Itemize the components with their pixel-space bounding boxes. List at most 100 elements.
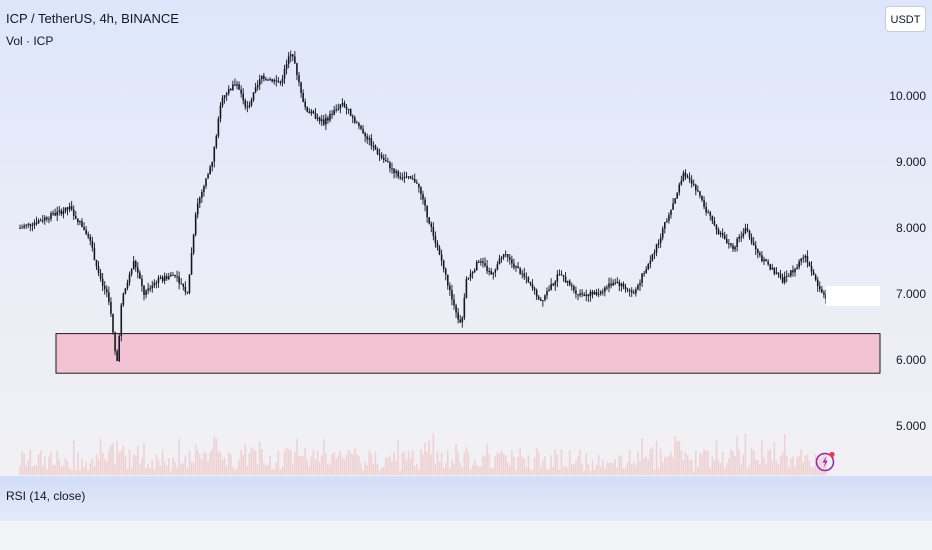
- volume-bar: [771, 460, 774, 475]
- volume-bar: [337, 455, 340, 475]
- volume-bar: [676, 441, 678, 475]
- y-tick-label: 8.000: [896, 221, 926, 235]
- candle-body: [560, 274, 563, 276]
- volume-bar: [327, 463, 329, 475]
- volume-bar: [715, 440, 718, 475]
- volume-bar: [95, 454, 98, 475]
- rsi-label[interactable]: RSI (14, close): [6, 489, 86, 503]
- volume-bar: [180, 464, 182, 475]
- candle-body: [157, 277, 160, 283]
- volume-bar: [106, 461, 108, 475]
- candle-body: [341, 103, 344, 105]
- candle-body: [455, 305, 457, 313]
- volume-bar: [283, 451, 286, 475]
- candle-body: [556, 274, 559, 282]
- volume-bar: [814, 454, 817, 475]
- volume-bar: [147, 463, 149, 475]
- candle-body: [767, 261, 769, 265]
- volume-indicator-label[interactable]: Vol · ICP: [6, 34, 54, 48]
- volume-bar: [368, 450, 371, 475]
- volume-bar: [618, 455, 621, 475]
- volume-bar: [709, 467, 712, 475]
- volume-bar: [27, 460, 30, 475]
- volume-bar: [703, 449, 705, 475]
- candle-body: [637, 285, 639, 290]
- lightning-bolt-icon[interactable]: [815, 450, 837, 472]
- volume-bar: [271, 468, 273, 475]
- volume-bar: [645, 456, 647, 475]
- candle-body: [457, 312, 459, 320]
- candle-body: [83, 226, 85, 230]
- candle-body: [473, 270, 476, 273]
- volume-bar: [719, 463, 722, 475]
- volume-bar: [213, 436, 216, 475]
- volume-bar: [593, 469, 596, 475]
- volume-bar: [300, 456, 302, 475]
- volume-bar: [151, 459, 154, 475]
- candle-body: [775, 272, 778, 274]
- candle-body: [426, 205, 428, 218]
- candle-body: [442, 260, 445, 269]
- volume-bar: [537, 451, 540, 475]
- volume-bar: [190, 461, 193, 475]
- candle-body: [661, 228, 664, 238]
- volume-bar: [579, 449, 581, 475]
- support-zone[interactable]: [55, 333, 881, 374]
- candle-body: [141, 278, 143, 286]
- volume-bar: [223, 457, 226, 475]
- price-axis[interactable]: 5.000 6.000 7.000 8.000 9.000 10.000: [889, 89, 926, 433]
- candle-body: [378, 153, 381, 156]
- candle-body: [781, 277, 784, 283]
- symbol-title[interactable]: ICP / TetherUS, 4h, BINANCE: [6, 11, 179, 26]
- volume-bar: [707, 450, 709, 475]
- volume-bar: [779, 455, 782, 475]
- candle-body: [240, 89, 242, 94]
- volume-bar: [602, 459, 604, 475]
- currency-button[interactable]: USDT: [885, 6, 926, 32]
- candle-body: [221, 97, 224, 106]
- volume-bar: [41, 465, 44, 475]
- rsi-pane[interactable]: [0, 476, 932, 521]
- volume-bar: [451, 460, 453, 475]
- volume-bar: [823, 454, 825, 475]
- time-axis[interactable]: [0, 521, 932, 550]
- volume-bar: [103, 459, 106, 475]
- candle-body: [23, 225, 25, 228]
- candle-body: [201, 191, 203, 198]
- volume-bar: [804, 455, 807, 475]
- volume-bar: [754, 459, 757, 475]
- candle-body: [542, 300, 544, 302]
- volume-bar: [186, 468, 189, 475]
- volume-bar: [401, 452, 404, 475]
- volume-bar: [604, 468, 606, 475]
- volume-bar: [471, 464, 474, 475]
- volume-bar: [790, 458, 792, 475]
- candle-body: [126, 282, 129, 289]
- candle-body: [182, 283, 185, 287]
- candle-body: [112, 313, 114, 333]
- volume-bar: [599, 466, 602, 475]
- volume-bar: [403, 451, 406, 475]
- volume-bar: [407, 450, 410, 475]
- volume-bar: [380, 467, 383, 475]
- candle-body: [39, 220, 42, 222]
- volume-bar: [649, 449, 652, 475]
- volume-bar: [608, 462, 610, 475]
- volume-bar: [159, 465, 162, 475]
- volume-bar: [821, 457, 823, 475]
- volume-bar: [58, 458, 61, 475]
- candle-body: [368, 138, 371, 140]
- volume-bar: [25, 465, 27, 475]
- volume-bar: [387, 457, 389, 475]
- volume-bar: [72, 440, 75, 475]
- volume-bar: [354, 447, 356, 475]
- volume-bar: [128, 449, 131, 475]
- volume-bar: [484, 456, 486, 475]
- candle-body: [798, 261, 800, 268]
- volume-bar: [134, 456, 137, 475]
- volume-bar: [610, 462, 612, 475]
- candle-body: [742, 233, 745, 237]
- candle-body: [325, 117, 327, 125]
- candle-body: [93, 247, 96, 260]
